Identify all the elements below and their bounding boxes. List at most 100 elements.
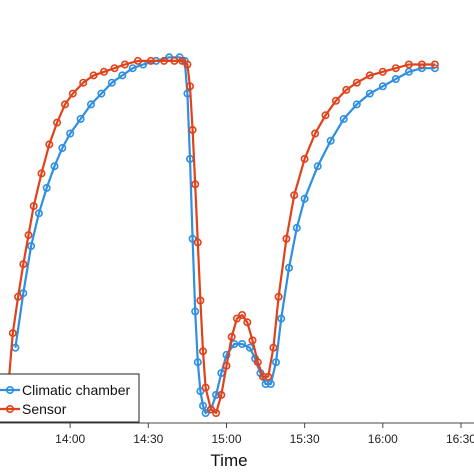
data-point [404, 67, 413, 76]
data-point [232, 314, 241, 323]
data-point [331, 96, 340, 105]
data-point [238, 339, 247, 348]
data-point [183, 60, 192, 69]
data-point [107, 78, 116, 87]
data-point [352, 100, 361, 109]
data-point [391, 64, 400, 73]
data-point [269, 343, 278, 352]
x-axis-title: Time [210, 451, 247, 470]
data-point [212, 408, 221, 417]
data-point [222, 350, 231, 359]
data-point [196, 296, 205, 305]
data-point [365, 71, 374, 80]
data-point [188, 234, 197, 243]
x-tick-label: 15:00 [211, 432, 241, 446]
data-point [8, 329, 17, 338]
data-point [248, 336, 257, 345]
data-point [110, 64, 119, 73]
data-point [292, 223, 301, 232]
data-point [53, 118, 62, 127]
data-point [68, 89, 77, 98]
data-point [193, 358, 202, 367]
data-point [300, 194, 309, 203]
legend-label: Climatic chamber [22, 382, 130, 398]
data-point [19, 289, 28, 298]
data-point [79, 78, 88, 87]
data-point [19, 260, 28, 269]
data-point [120, 60, 129, 69]
data-point [258, 372, 267, 381]
x-tick-label: 14:00 [55, 432, 85, 446]
data-point [188, 125, 197, 134]
data-point [217, 390, 226, 399]
data-point [378, 82, 387, 91]
data-point [199, 401, 208, 410]
data-point [118, 71, 127, 80]
data-point [352, 78, 361, 87]
data-point [128, 64, 137, 73]
x-tick-label: 16:00 [368, 432, 398, 446]
data-point [89, 71, 98, 80]
x-tick-label: 16:30 [446, 432, 474, 446]
data-point [300, 154, 309, 163]
legend: Climatic chamber Sensor [0, 373, 140, 423]
data-point [45, 140, 54, 149]
data-point [170, 56, 179, 65]
data-point [326, 136, 335, 145]
data-point [339, 115, 348, 124]
data-point [199, 347, 208, 356]
data-point [29, 202, 38, 211]
series-line [14, 56, 435, 415]
data-point [97, 89, 106, 98]
data-point [42, 183, 51, 192]
data-point [50, 162, 59, 171]
data-point [201, 408, 210, 417]
data-point [391, 75, 400, 84]
data-point [76, 115, 85, 124]
data-point [417, 60, 426, 69]
data-point [282, 234, 291, 243]
data-point [87, 100, 96, 109]
data-point [313, 162, 322, 171]
data-point [253, 358, 262, 367]
data-point [227, 332, 236, 341]
data-point [60, 100, 69, 109]
legend-box [0, 373, 140, 423]
data-point [66, 129, 75, 138]
series-sensor [3, 56, 439, 417]
data-point [160, 56, 169, 65]
data-point [100, 67, 109, 76]
data-point [277, 314, 286, 323]
series-line [6, 59, 435, 415]
data-point [378, 67, 387, 76]
series-climatic-chamber [11, 53, 439, 417]
data-point [14, 292, 23, 301]
data-point [404, 60, 413, 69]
data-point [146, 56, 155, 65]
data-point [261, 379, 270, 388]
data-point [222, 361, 231, 370]
data-point [201, 383, 210, 392]
data-point [178, 56, 187, 65]
data-point [266, 379, 275, 388]
data-point [365, 89, 374, 98]
data-point [238, 310, 247, 319]
series-layer [3, 53, 439, 417]
data-point [27, 242, 36, 251]
legend-label: Sensor [22, 401, 67, 417]
data-point [274, 292, 283, 301]
data-point [133, 56, 142, 65]
data-point [191, 307, 200, 316]
data-point [24, 231, 33, 240]
x-tick-label: 15:30 [290, 432, 320, 446]
data-point [206, 405, 215, 414]
data-point [430, 60, 439, 69]
x-tick-label: 14:30 [133, 432, 163, 446]
legend-swatch-marker [6, 385, 15, 394]
data-point [271, 358, 280, 367]
data-point [243, 318, 252, 327]
data-point [191, 180, 200, 189]
data-point [290, 191, 299, 200]
data-point [284, 263, 293, 272]
